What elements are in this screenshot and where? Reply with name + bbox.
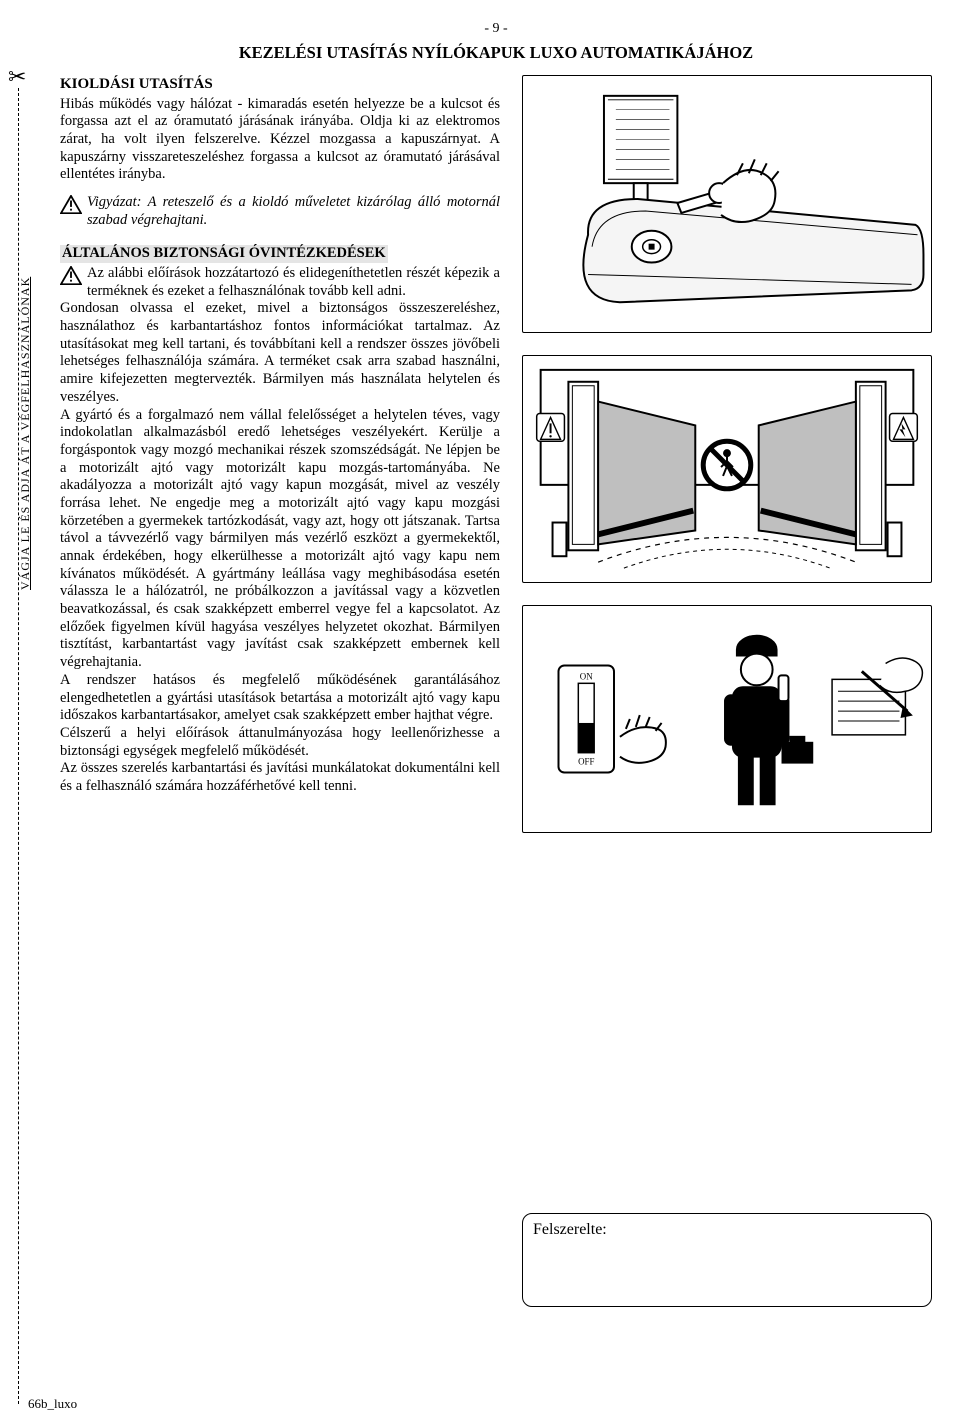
safety-body-4: Célszerű a helyi előírások áttanulmányoz… <box>60 725 500 760</box>
switch-on-label: ON <box>580 672 593 682</box>
release-warning-text: Vigyázat: A reteszelő és a kioldó művele… <box>87 194 500 229</box>
warning-icon <box>60 266 82 285</box>
figure-service-call: ON OFF <box>522 605 932 833</box>
scissors-icon: ✂ <box>8 66 26 88</box>
page-title: KEZELÉSI UTASÍTÁS NYÍLÓKAPUK LUXO AUTOMA… <box>60 43 932 63</box>
page-number: - 9 - <box>60 20 932 37</box>
figure-release-key <box>522 75 932 333</box>
release-instructions-title: KIOLDÁSI UTASÍTÁS <box>60 75 500 93</box>
figure-column: ON OFF <box>522 75 932 1307</box>
footer-code: 66b_luxo <box>28 1396 77 1412</box>
safety-body-3: A rendszer hatásos és megfelelő működésé… <box>60 672 500 725</box>
text-column: KIOLDÁSI UTASÍTÁS Hibás működés vagy hál… <box>60 75 500 1307</box>
installer-label: Felszerelte: <box>533 1221 607 1238</box>
safety-title: ÁLTALÁNOS BIZTONSÁGI ÓVINTÉZKEDÉSEK <box>60 245 388 263</box>
release-instructions-body: Hibás működés vagy hálózat - kimaradás e… <box>60 96 500 184</box>
figure-danger-zone <box>522 355 932 583</box>
safety-intro: Az alábbi előírások hozzátartozó és elid… <box>87 265 500 300</box>
safety-body-1: Gondosan olvassa el ezeket, mivel a bizt… <box>60 300 500 406</box>
safety-body-2: A gyártó és a forgalmazó nem vállal fele… <box>60 407 500 672</box>
installer-box: Felszerelte: <box>522 1213 932 1307</box>
switch-off-label: OFF <box>578 757 594 767</box>
safety-body-5: Az összes szerelés karbantartási és javí… <box>60 760 500 795</box>
warning-icon <box>60 195 82 214</box>
side-vertical-label: VÁGJA LE ÉS ADJA ÁT A VÉGFELHASZNÁLÓNAK <box>18 277 33 590</box>
